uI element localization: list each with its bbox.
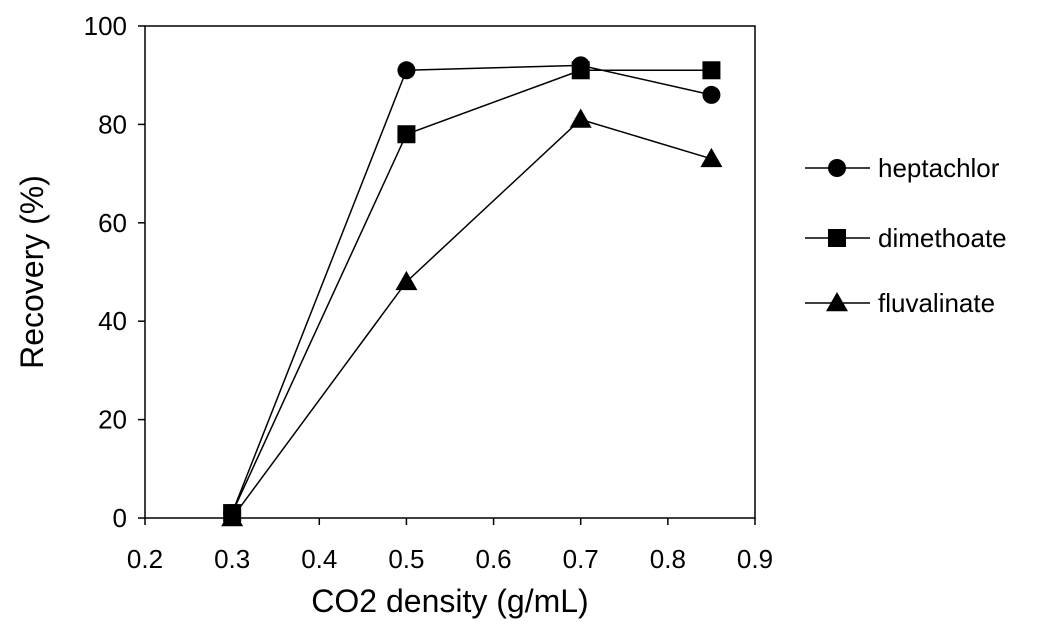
legend-item-heptachlor: heptachlor: [805, 153, 1000, 183]
plot-border: [144, 25, 756, 519]
x-tick-label: 0.7: [563, 544, 599, 574]
series-fluvalinate: [221, 108, 723, 527]
x-axis-title: CO2 density (g/mL): [311, 583, 588, 619]
fluvalinate-point: [221, 507, 244, 527]
fluvalinate-line: [231, 118, 712, 519]
y-tick-label: 20: [98, 405, 127, 435]
series-heptachlor: [223, 56, 721, 523]
fluvalinate-point: [700, 147, 723, 168]
legend: heptachlor dimethoate fluvalinate: [805, 153, 1007, 318]
legend-label: heptachlor: [878, 153, 1000, 183]
x-tick-label: 0.2: [127, 544, 163, 574]
heptachlor-point: [702, 85, 721, 104]
x-tick-label: 0.4: [301, 544, 337, 574]
y-axis: 0 20 40 60 80 100: [84, 11, 145, 533]
dimethoate-point: [571, 61, 590, 80]
dimethoate-point: [702, 61, 721, 80]
series-layer: [221, 56, 723, 527]
y-axis-title: Recovery (%): [14, 175, 50, 369]
x-tick-label: 0.9: [737, 544, 773, 574]
x-tick-label: 0.6: [475, 544, 511, 574]
dimethoate-point: [397, 125, 416, 144]
x-tick-label: 0.5: [388, 544, 424, 574]
legend-label: fluvalinate: [878, 288, 995, 318]
legend-marker: [826, 292, 848, 312]
series-dimethoate: [223, 61, 721, 523]
legend-marker: [828, 229, 846, 247]
fluvalinate-point: [569, 108, 592, 128]
x-tick-label: 0.8: [650, 544, 686, 574]
legend-marker: [828, 159, 846, 177]
x-axis: 0.2 0.3 0.4 0.5 0.6 0.7 0.8 0.9: [127, 518, 773, 574]
y-tick-label: 80: [98, 109, 127, 139]
heptachlor-line: [231, 64, 712, 514]
fluvalinate-point: [395, 270, 418, 291]
heptachlor-point: [397, 61, 416, 80]
y-tick-label: 60: [98, 208, 127, 238]
legend-item-dimethoate: dimethoate: [805, 223, 1007, 253]
y-tick-label: 100: [84, 11, 127, 41]
y-tick-label: 40: [98, 306, 127, 336]
plot-area: [144, 25, 756, 519]
dimethoate-line: [231, 69, 712, 514]
legend-item-fluvalinate: fluvalinate: [805, 288, 995, 318]
legend-label: dimethoate: [878, 223, 1007, 253]
y-tick-label: 0: [113, 503, 127, 533]
x-tick-label: 0.3: [214, 544, 250, 574]
